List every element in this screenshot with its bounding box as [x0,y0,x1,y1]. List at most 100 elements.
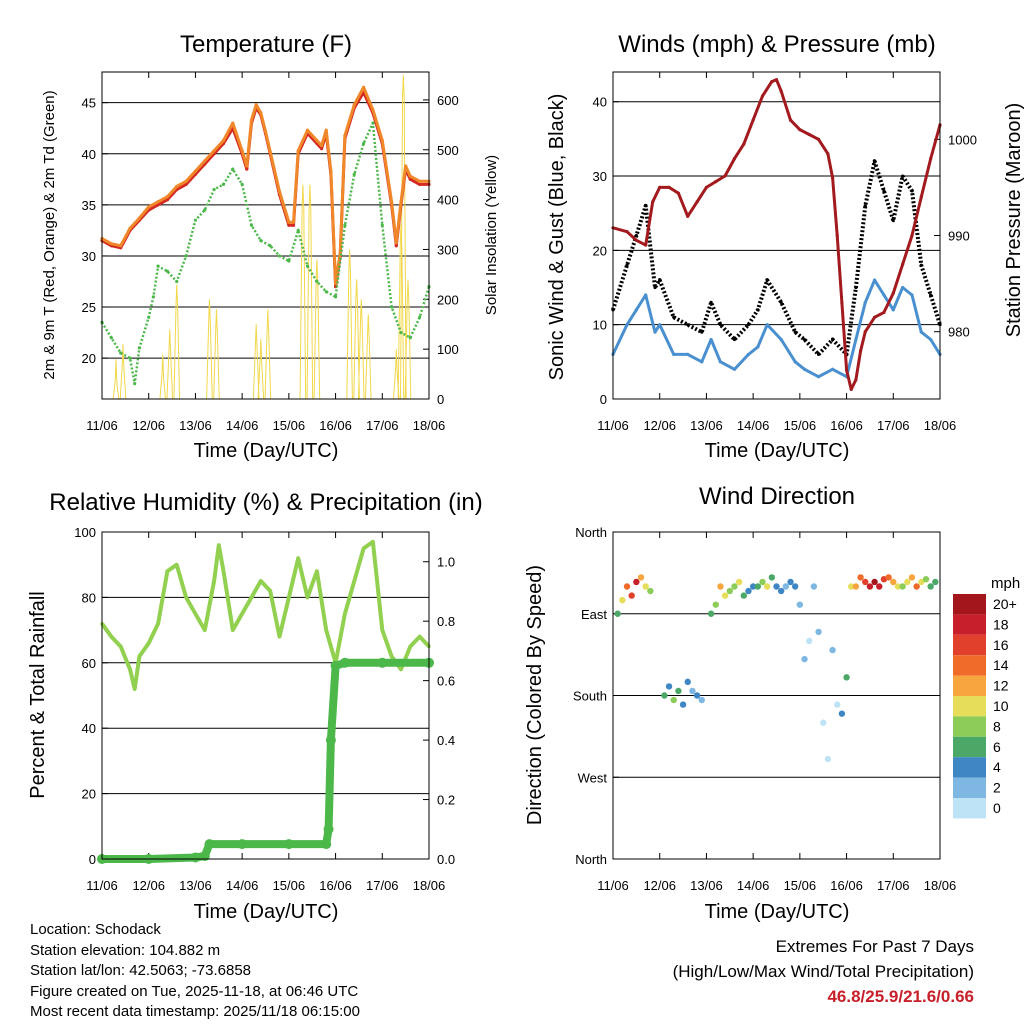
data-point [830,176,835,180]
x-tick-label: 18/06 [924,878,957,893]
x-tick-label: 11/06 [597,878,629,893]
data-point [240,612,244,616]
x-tick-label: 16/06 [830,878,863,893]
data-point [882,310,886,315]
data-point [873,315,877,319]
humidity-title: Relative Humidity (%) & Precipitation (i… [49,489,482,516]
data-point [291,223,296,227]
data-point [296,149,300,153]
x-tick-label: 17/06 [877,878,910,893]
station-info: Location: Schodack Station elevation: 10… [30,920,360,1023]
data-point [779,337,783,342]
insolation-peak [397,224,405,400]
data-point [254,103,258,107]
data-point [882,293,886,297]
data-point [390,654,394,658]
data-point [418,179,422,183]
direction-point [777,587,785,595]
data-point [221,569,226,573]
direction-point [684,678,691,686]
data-point [324,628,328,632]
data-point [732,337,737,342]
data-point [315,279,319,284]
winds-frame [612,71,941,400]
data-point [408,644,412,649]
direction-point [707,610,715,617]
data-point [658,185,662,190]
data-point [193,612,198,616]
data-point [321,839,332,850]
data-point [128,667,132,671]
direction-point [913,583,920,590]
data-point [175,184,179,189]
legend-label: 2 [993,780,1001,796]
temperature-ylabel-left: 2m & 9m T (Red, Orange) & 2m Td (Green) [41,90,58,379]
data-point [901,262,905,266]
x-tick-label: 12/06 [643,878,676,893]
data-point [844,368,849,372]
y-tick-label: 0 [89,852,96,867]
data-point [339,657,350,668]
data-point [686,352,690,357]
legend-swatch [953,736,986,758]
data-point [380,628,384,632]
data-point [816,375,821,379]
data-point [109,336,113,340]
data-point [863,300,867,304]
series-line-relative-humidity [100,539,431,691]
data-point [362,141,366,146]
data-point [816,352,821,357]
direction-point [689,687,696,695]
direction-point [731,583,738,590]
data-point [882,189,886,193]
data-point [343,133,347,137]
data-point [291,220,296,224]
direction-point [796,601,804,608]
data-point [686,214,690,218]
insolation-peak [346,249,353,400]
legend-swatch [953,757,986,778]
data-point [175,563,179,567]
legend-swatch [953,798,986,819]
data-point [362,85,366,89]
y-right-tick-label: 400 [437,193,459,208]
y-right-tick-label: 1000 [948,132,977,147]
direction-point [843,674,850,681]
data-point [779,300,783,304]
y-tick-label: 30 [593,169,607,184]
direction-point [848,583,855,590]
data-point [119,644,123,649]
data-point [929,337,933,342]
direction-point [834,701,841,708]
extremes-subheading: (High/Low/Max Wind/Total Precipitation) [672,962,974,981]
data-point [718,323,723,327]
direction-point [665,683,673,690]
data-point [840,301,844,305]
data-point [249,223,254,227]
insolation-peak [252,324,260,400]
x-tick-label: 14/06 [737,418,770,433]
direction-point [726,587,733,595]
data-point [653,330,657,334]
temperature-title: Temperature (F) [180,31,352,58]
data-point [399,200,403,204]
data-point [305,264,310,268]
legend-swatch [953,675,986,696]
y-tick-label: 10 [593,318,607,333]
direction-point [745,587,752,595]
legend-label: 6 [993,739,1001,755]
data-point [742,142,746,146]
data-point [891,219,895,223]
y-right-tick-label: 1.0 [437,555,455,570]
legend-title: mph [991,575,1020,592]
y-tick-label: 30 [82,249,96,264]
data-point [394,241,398,245]
direction-point [927,583,934,590]
insolation-peak [357,299,365,400]
insolation-peak [364,314,372,400]
legend-swatch [953,696,986,717]
insolation-peak [166,329,174,400]
data-point [625,230,629,234]
direction-point [679,701,687,708]
insolation-peak [264,309,272,400]
